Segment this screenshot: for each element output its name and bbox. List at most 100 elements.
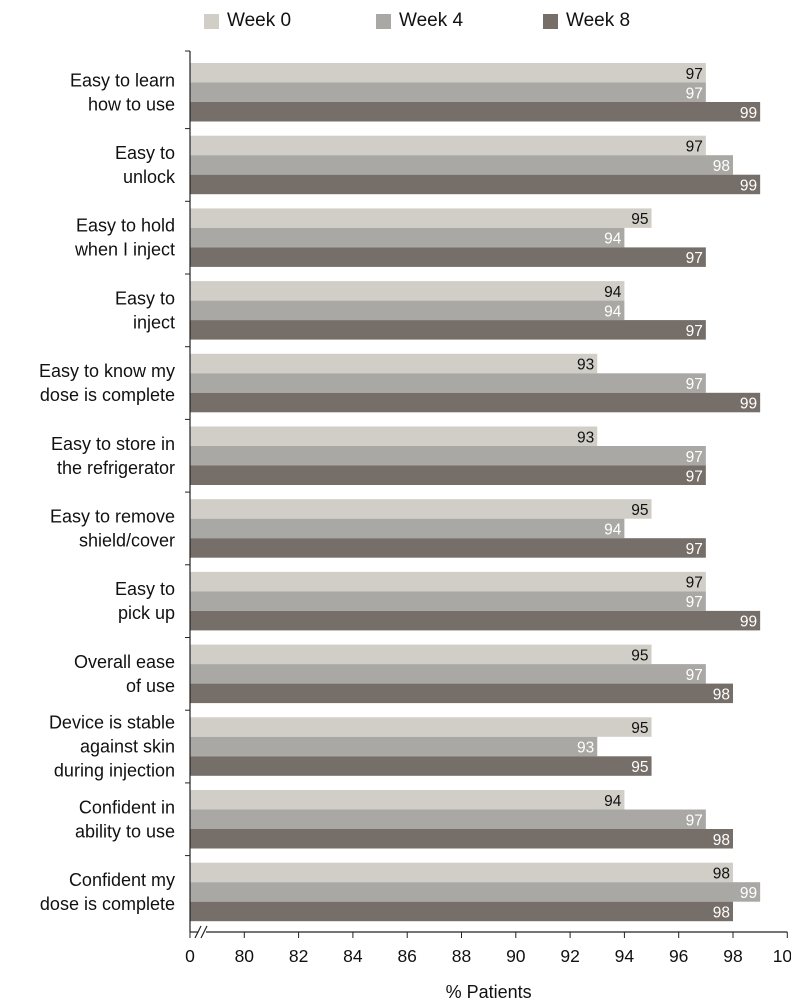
bar-5-series-1: [190, 353, 598, 374]
bar-2-series-2: [190, 155, 733, 175]
axis-break-mark-2: [200, 925, 208, 939]
bar-value-label-4-series-3: 97: [686, 323, 703, 340]
category-label-3-line-2: when I inject: [74, 240, 175, 260]
legend-swatch-week-0: [204, 13, 219, 29]
bar-value-label-1-series-1: 97: [686, 66, 703, 83]
legend: Week 0 Week 4 Week 8: [0, 8, 791, 34]
bar-value-label-8-series-1: 97: [686, 575, 703, 592]
category-label-5-line-2: dose is complete: [40, 385, 175, 405]
bar-6-series-3: [190, 465, 706, 485]
legend-item-week-0: Week 0: [204, 8, 291, 34]
category-label-4-line-2: inject: [133, 312, 175, 332]
category-label-6-line-2: the refrigerator: [57, 458, 175, 478]
bar-1-series-1: [190, 63, 706, 83]
bar-10-series-3: [190, 756, 652, 776]
bar-value-label-4-series-1: 94: [604, 284, 622, 301]
axis-break-mark-1: [194, 925, 202, 939]
bar-value-label-12-series-1: 98: [713, 865, 730, 882]
bar-value-label-1-series-2: 97: [686, 85, 703, 102]
x-tick-label-98: 98: [723, 946, 742, 966]
bar-value-label-3-series-1: 95: [631, 211, 648, 228]
bar-value-label-5-series-3: 99: [740, 396, 757, 413]
x-tick-label-80: 80: [235, 946, 255, 966]
legend-item-week-8: Week 8: [543, 8, 630, 34]
bar-value-label-6-series-3: 97: [686, 468, 703, 485]
bar-value-label-11-series-2: 97: [686, 812, 703, 829]
bar-8-series-2: [190, 591, 706, 611]
category-label-7-line-2: shield/cover: [79, 530, 175, 550]
bar-7-series-2: [190, 518, 625, 539]
category-label-5-line-1: Easy to know my: [39, 361, 175, 381]
x-tick-label-92: 92: [560, 946, 579, 966]
bar-value-label-7-series-3: 97: [686, 541, 703, 558]
category-label-1-line-1: Easy to learn: [70, 70, 175, 90]
bar-3-series-2: [190, 227, 625, 248]
bar-12-series-2: [190, 882, 761, 902]
bar-9-series-2: [190, 664, 706, 684]
x-tick-label-94: 94: [615, 946, 635, 966]
category-label-11-line-1: Confident in: [79, 797, 175, 817]
bar-value-label-2-series-1: 97: [686, 138, 703, 155]
bar-7-series-1: [190, 499, 652, 519]
category-label-10-line-1: Device is stable: [49, 713, 175, 733]
bar-10-series-2: [190, 736, 598, 757]
bar-value-label-8-series-2: 97: [686, 594, 703, 611]
category-label-11-line-2: ability to use: [75, 821, 175, 841]
category-label-4-line-1: Easy to: [115, 288, 175, 308]
bar-value-label-6-series-2: 97: [686, 449, 703, 466]
category-label-3-line-1: Easy to hold: [76, 216, 175, 236]
bar-4-series-3: [190, 320, 706, 340]
x-tick-label-90: 90: [506, 946, 526, 966]
category-label-9-line-2: of use: [126, 676, 175, 696]
bar-6-series-1: [190, 426, 598, 446]
category-label-10-line-3: during injection: [54, 761, 175, 781]
bar-3-series-3: [190, 247, 706, 267]
bar-8-series-1: [190, 571, 706, 592]
bar-2-series-1: [190, 135, 706, 156]
category-label-7-line-1: Easy to remove: [50, 506, 175, 526]
x-tick-label-86: 86: [397, 946, 416, 966]
bar-value-label-10-series-2: 93: [577, 740, 594, 757]
bar-6-series-2: [190, 446, 706, 466]
bar-value-label-4-series-2: 94: [604, 303, 622, 320]
x-tick-label-96: 96: [669, 946, 688, 966]
bar-value-label-5-series-2: 97: [686, 376, 703, 393]
bar-4-series-1: [190, 281, 625, 301]
bar-value-label-10-series-1: 95: [631, 720, 648, 737]
bar-9-series-1: [190, 644, 652, 665]
category-label-6-line-1: Easy to store in: [51, 434, 175, 454]
x-tick-label-84: 84: [343, 946, 363, 966]
category-label-8-line-2: pick up: [118, 603, 175, 623]
bar-value-label-6-series-1: 93: [577, 429, 594, 446]
bar-11-series-3: [190, 829, 733, 849]
bar-value-label-10-series-3: 95: [631, 759, 648, 776]
legend-item-week-4: Week 4: [376, 8, 463, 34]
x-tick-label-82: 82: [289, 946, 308, 966]
bar-12-series-3: [190, 901, 733, 922]
bar-value-label-11-series-3: 98: [713, 832, 730, 849]
bar-value-label-11-series-1: 94: [604, 793, 622, 810]
category-label-2-line-1: Easy to: [115, 143, 175, 163]
bar-11-series-1: [190, 790, 625, 810]
bar-value-label-7-series-1: 95: [631, 502, 648, 519]
bar-value-label-5-series-1: 93: [577, 357, 594, 374]
bar-3-series-1: [190, 208, 652, 228]
bar-value-label-9-series-2: 97: [686, 667, 703, 684]
bar-value-label-9-series-3: 98: [713, 686, 730, 703]
bar-value-label-8-series-3: 99: [740, 614, 757, 631]
bar-value-label-1-series-3: 99: [740, 105, 757, 122]
legend-swatch-week-4: [376, 13, 391, 29]
bar-1-series-3: [190, 102, 761, 122]
category-label-1-line-2: how to use: [88, 94, 175, 114]
category-label-9-line-1: Overall ease: [74, 652, 175, 672]
category-label-8-line-1: Easy to: [115, 579, 175, 599]
bar-5-series-3: [190, 392, 761, 413]
bar-5-series-2: [190, 373, 706, 393]
bar-12-series-1: [190, 862, 733, 883]
category-label-12-line-1: Confident my: [69, 870, 175, 890]
x-tick-label-0: 0: [185, 946, 195, 966]
x-axis-title: % Patients: [446, 982, 532, 1002]
bar-value-label-3-series-2: 94: [604, 231, 622, 248]
bar-value-label-2-series-2: 98: [713, 158, 730, 175]
